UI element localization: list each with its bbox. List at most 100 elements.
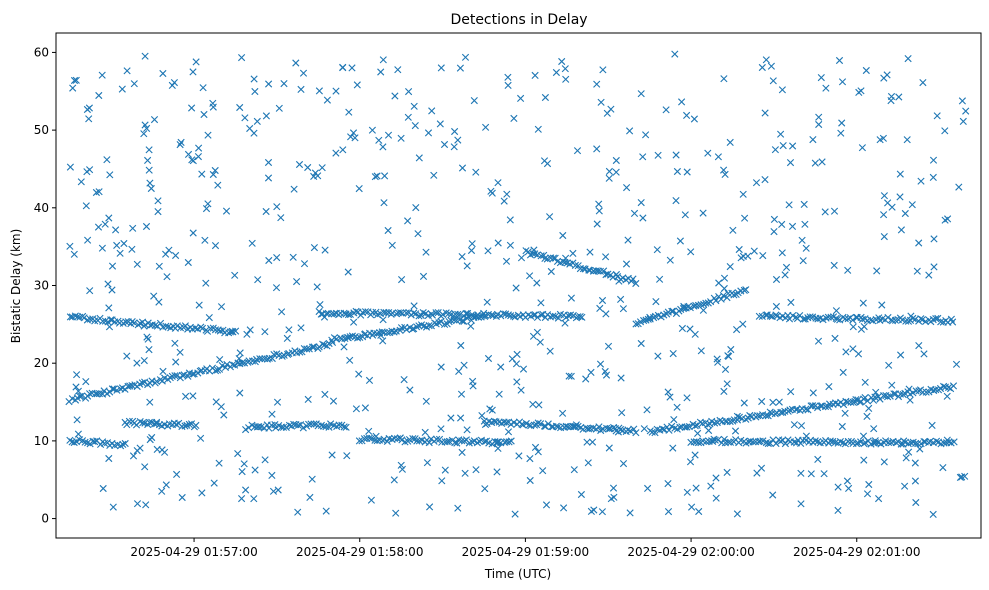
data-point (840, 401, 848, 409)
data-point (248, 239, 256, 247)
data-point (138, 379, 146, 387)
data-point (603, 109, 611, 117)
data-point (932, 437, 941, 445)
data-point (145, 146, 153, 154)
data-point (502, 257, 511, 265)
data-point (844, 398, 852, 406)
data-point (849, 323, 857, 331)
data-point (770, 228, 778, 236)
data-point (541, 254, 549, 262)
data-point (771, 410, 779, 418)
data-point (790, 438, 798, 446)
data-point (609, 484, 618, 492)
data-point (368, 126, 376, 134)
data-point (154, 197, 162, 205)
data-point (223, 360, 231, 369)
data-point (730, 291, 738, 299)
data-point (415, 312, 423, 320)
data-point (561, 65, 569, 73)
data-point (668, 307, 676, 315)
data-point (941, 127, 949, 135)
data-point (642, 316, 650, 324)
data-point (895, 93, 903, 101)
data-point (870, 425, 878, 433)
data-point (147, 184, 155, 193)
data-point (719, 292, 727, 300)
data-point (758, 397, 766, 406)
data-point (669, 307, 677, 315)
data-point (691, 422, 699, 430)
data-point (928, 421, 936, 429)
data-point (825, 383, 833, 391)
y-tick-label: 30 (34, 279, 49, 293)
data-point (678, 324, 686, 332)
data-point (619, 460, 628, 468)
data-point (455, 367, 463, 375)
data-point (424, 129, 433, 137)
data-point (914, 440, 922, 448)
data-point (672, 197, 680, 205)
data-point (414, 230, 422, 238)
data-point (712, 474, 720, 482)
data-point (217, 303, 226, 311)
data-point (494, 444, 502, 452)
data-point (727, 345, 735, 354)
data-point (654, 151, 662, 159)
data-point (820, 470, 828, 478)
data-point (199, 84, 207, 92)
data-point (335, 421, 343, 429)
data-point (404, 113, 412, 121)
data-point (150, 292, 158, 300)
data-point (367, 496, 375, 504)
data-point (536, 338, 544, 346)
data-point (562, 254, 570, 262)
data-point (626, 127, 634, 135)
y-tick-label: 50 (34, 123, 49, 137)
data-point (955, 183, 963, 191)
data-point (198, 170, 206, 178)
data-point (273, 254, 281, 262)
data-point (113, 241, 121, 249)
data-point (453, 439, 461, 447)
data-point (733, 510, 741, 518)
data-point (630, 425, 638, 433)
data-point (272, 284, 281, 292)
data-point (361, 404, 369, 412)
data-point (512, 284, 520, 292)
data-point (723, 418, 731, 426)
data-point (201, 236, 209, 244)
data-point (222, 207, 231, 215)
data-point (285, 326, 293, 334)
data-point (406, 386, 414, 394)
data-point (781, 440, 789, 448)
data-point (691, 451, 699, 459)
data-point (687, 248, 695, 256)
data-point (652, 298, 660, 306)
data-point (880, 233, 888, 241)
data-point (683, 168, 691, 176)
data-point (205, 314, 213, 322)
data-point (195, 301, 203, 309)
data-point (66, 163, 74, 171)
data-point (546, 213, 554, 221)
data-point (93, 390, 101, 398)
data-point (821, 208, 829, 216)
data-point (871, 439, 880, 447)
data-point (578, 313, 586, 321)
data-point (484, 354, 493, 363)
data-point (184, 258, 192, 267)
data-point (896, 193, 904, 201)
data-point (344, 334, 352, 342)
y-tick-label: 40 (34, 201, 49, 215)
data-point (397, 309, 405, 317)
data-point (371, 173, 379, 181)
data-point (956, 473, 964, 481)
data-point (202, 279, 210, 287)
data-point (108, 262, 117, 270)
x-tick-label: 2025-04-29 02:01:00 (793, 545, 920, 559)
data-point (777, 437, 785, 445)
data-point (504, 73, 512, 81)
data-point (151, 321, 159, 329)
data-point (873, 267, 881, 275)
data-point (785, 201, 793, 209)
